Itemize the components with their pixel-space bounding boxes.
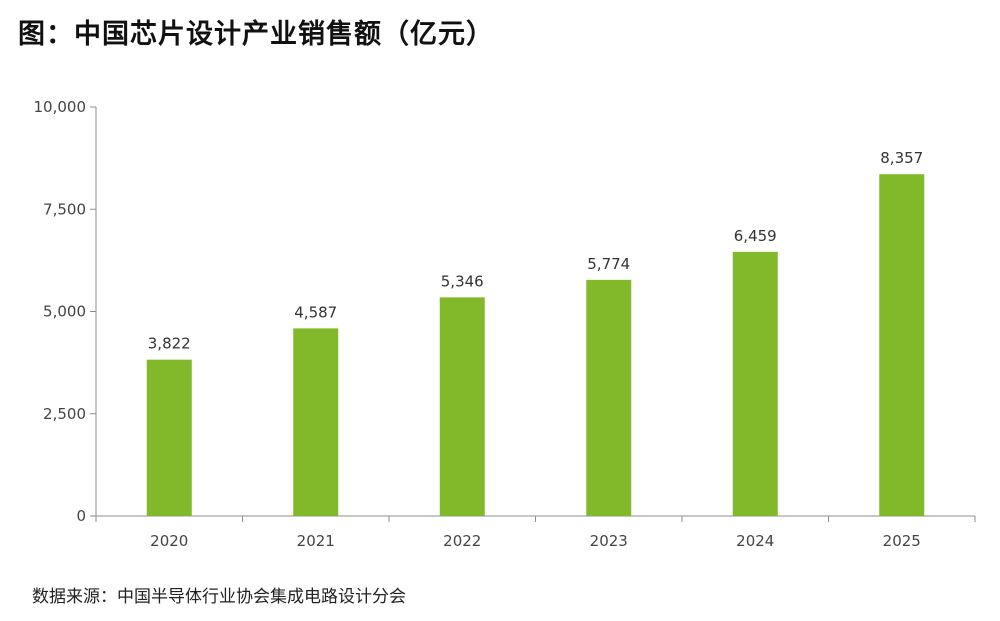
data-labels-group: 3,822 4,587 5,346 5,774 6,459 8,357	[148, 149, 923, 352]
x-tick-label-2020: 2020	[150, 532, 188, 550]
bar-2022	[439, 297, 485, 516]
y-axis-group: 0 2,500 5,000 7,500 10,000	[34, 98, 97, 525]
chart-title: 图：中国芯片设计产业销售额（亿元）	[18, 19, 494, 50]
data-label-2021: 4,587	[294, 303, 337, 321]
y-tick-label: 2,500	[43, 405, 86, 423]
y-tick-label: 10,000	[34, 98, 87, 116]
x-axis-group: 2020 2021 2022 2023 2024 2025	[95, 515, 976, 550]
bar-2021	[293, 328, 339, 516]
bars-group	[146, 174, 925, 516]
x-tick-label-2024: 2024	[736, 532, 774, 550]
data-label-2024: 6,459	[734, 227, 777, 245]
x-tick-label-2023: 2023	[590, 532, 628, 550]
bar-2025	[879, 174, 925, 516]
x-tick-label-2022: 2022	[443, 532, 481, 550]
y-tick-label: 5,000	[43, 303, 86, 321]
x-tick-label-2025: 2025	[883, 532, 921, 550]
x-tick-label-2021: 2021	[297, 532, 335, 550]
data-label-2023: 5,774	[587, 255, 630, 273]
data-label-2022: 5,346	[441, 272, 484, 290]
bar-2023	[586, 279, 632, 516]
y-tick-label: 0	[76, 507, 86, 525]
bar-2020	[146, 359, 192, 516]
y-tick-label: 7,500	[43, 200, 86, 218]
data-label-2020: 3,822	[148, 335, 191, 353]
data-source-note: 数据来源：中国半导体行业协会集成电路设计分会	[32, 587, 406, 607]
bar-2024	[732, 251, 778, 516]
data-label-2025: 8,357	[880, 149, 923, 167]
